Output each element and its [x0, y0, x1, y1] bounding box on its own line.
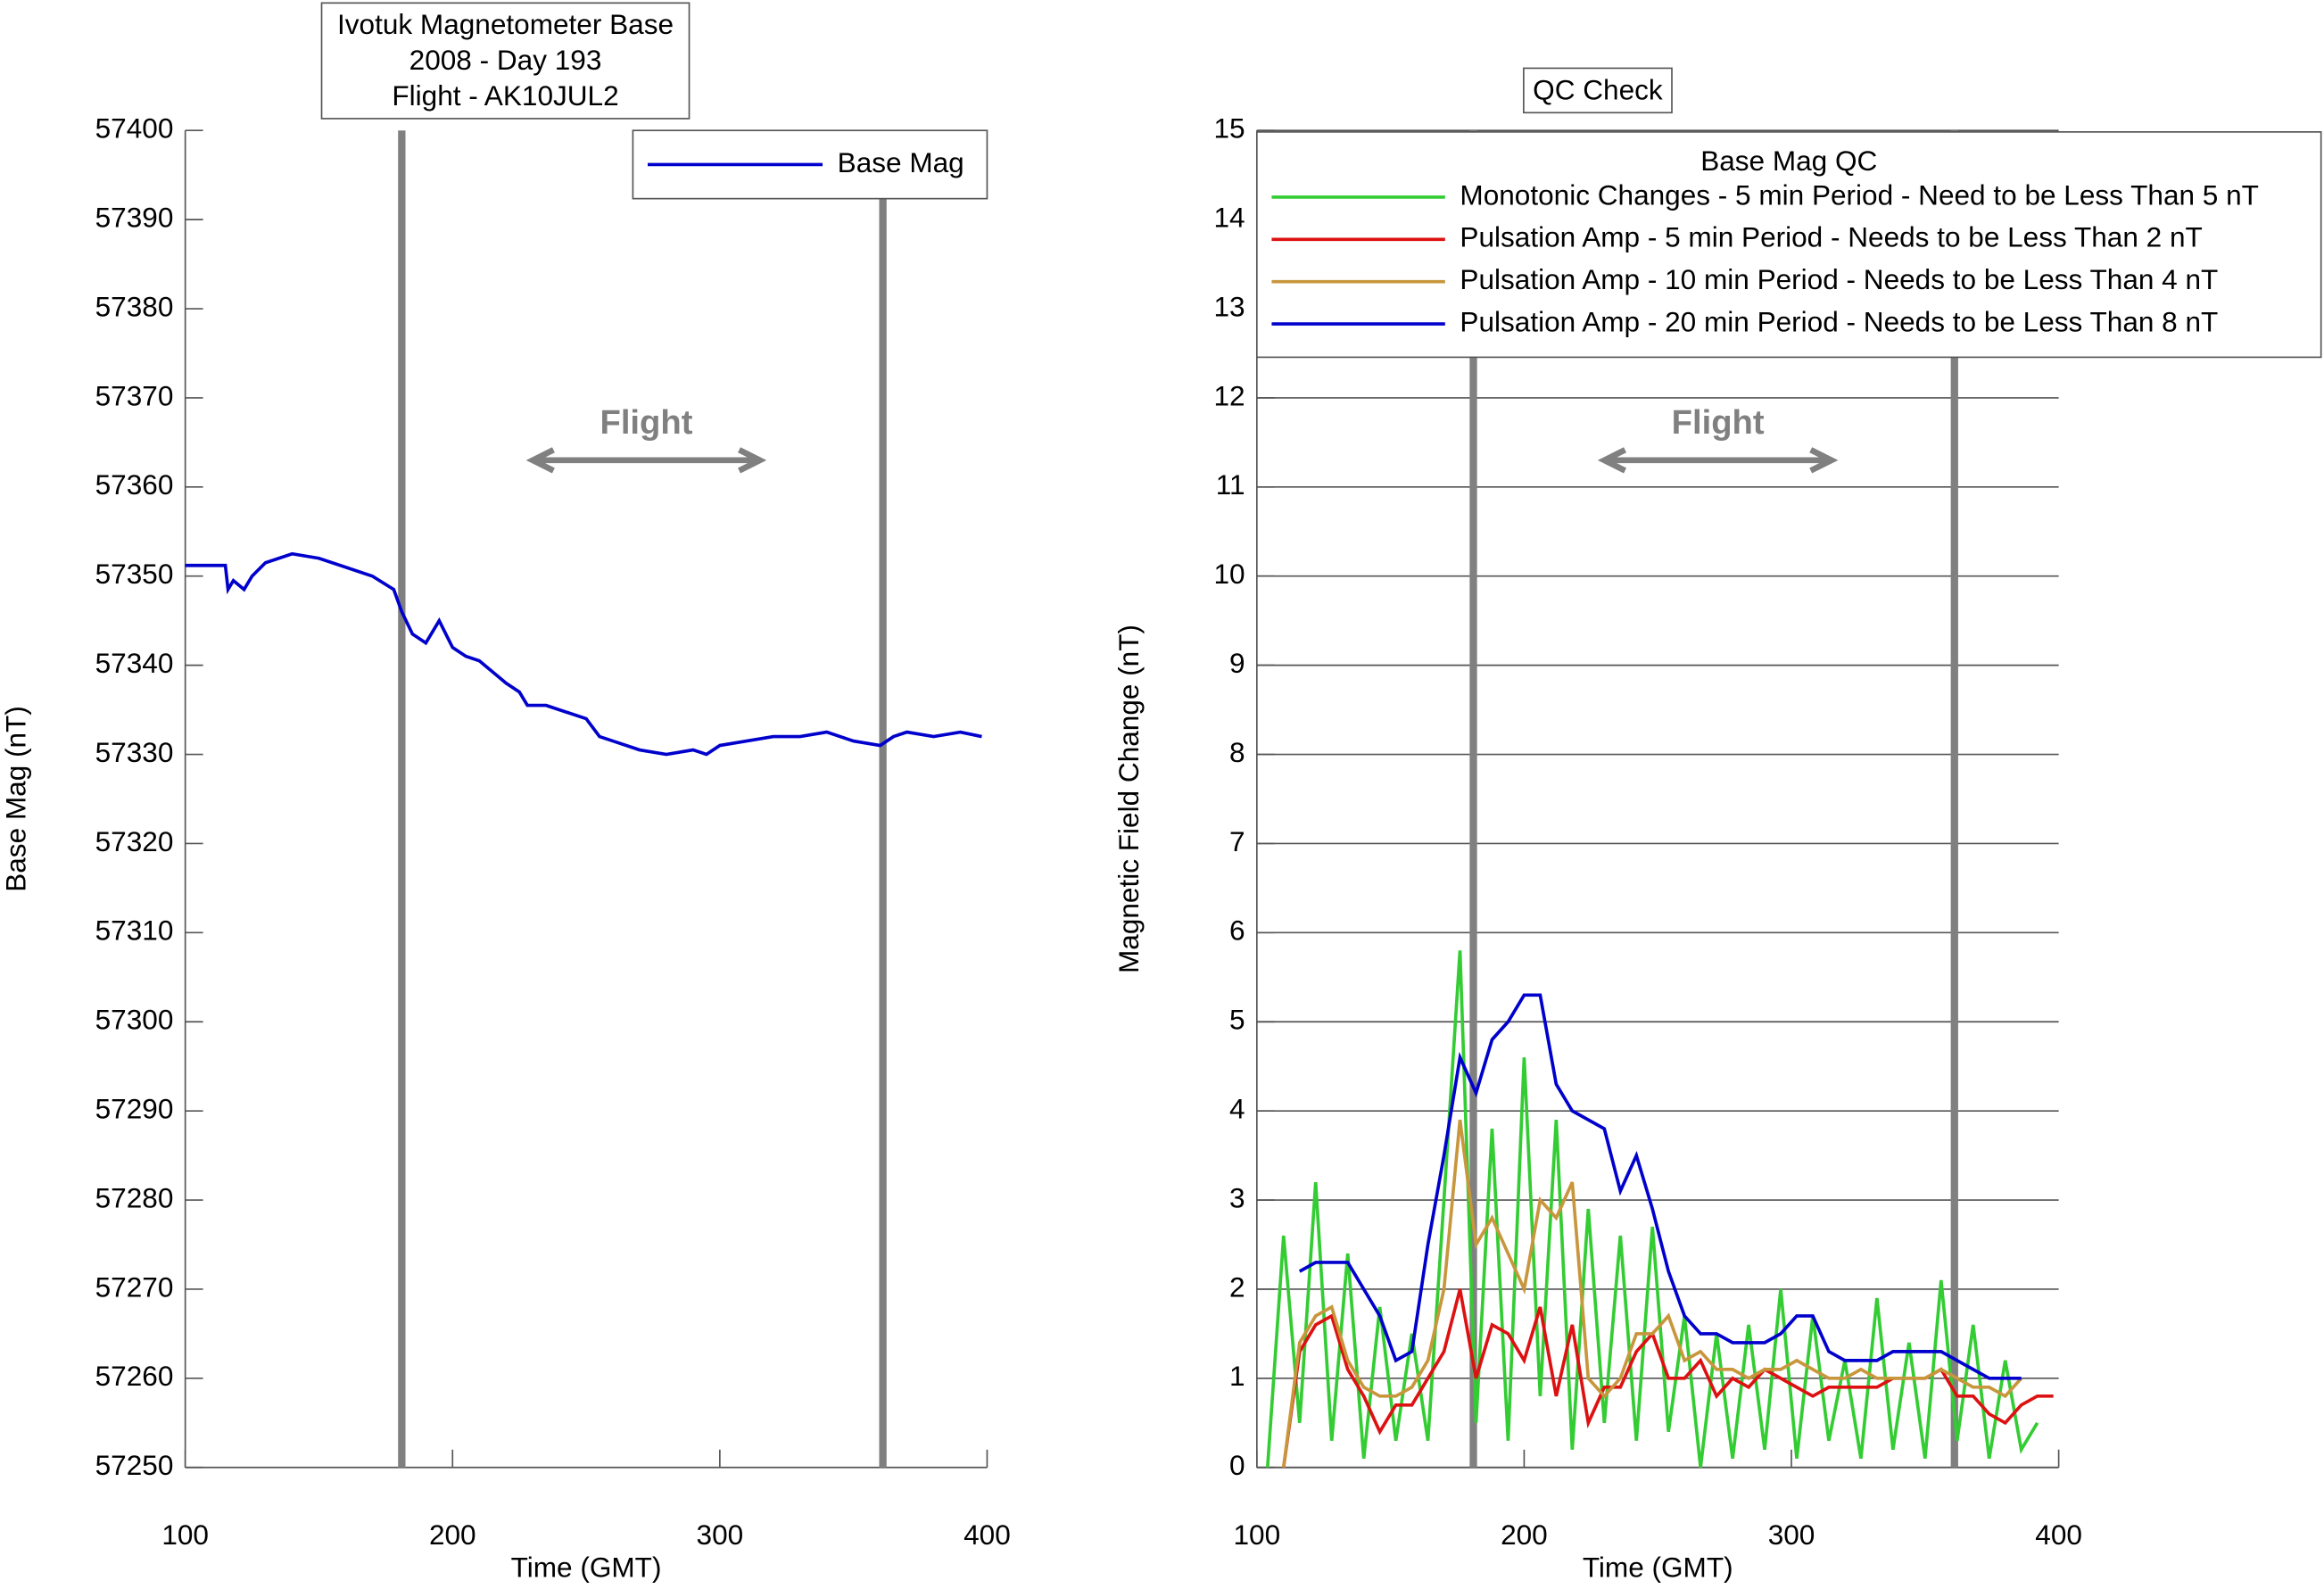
- y-tick-label: 57320: [95, 825, 174, 857]
- y-tick-label: 4: [1229, 1092, 1245, 1124]
- series-line: [185, 551, 982, 757]
- y-tick-label: 13: [1213, 290, 1245, 322]
- x-tick-label: 100: [1234, 1519, 1281, 1551]
- y-tick-label: 57290: [95, 1092, 174, 1124]
- chart-title: 2008 - Day 193: [409, 44, 602, 76]
- y-tick-label: 6: [1229, 915, 1245, 947]
- legend-label: Pulsation Amp - 5 min Period - Needs to …: [1460, 221, 2202, 253]
- y-tick-label: 7: [1229, 825, 1245, 857]
- y-tick-label: 57400: [95, 112, 174, 145]
- series-line: [1281, 1119, 2023, 1468]
- y-tick-label: 57340: [95, 647, 174, 679]
- title-box: [1523, 67, 1673, 114]
- y-tick-label: 57360: [95, 468, 174, 501]
- y-tick-label: 57280: [95, 1181, 174, 1213]
- chart-title: Ivotuk Magnetometer Base: [337, 8, 674, 40]
- legend-label: Pulsation Amp - 20 min Period - Needs to…: [1460, 305, 2218, 337]
- legend-label: Base Mag: [838, 146, 964, 178]
- y-tick-label: 3: [1229, 1181, 1245, 1213]
- x-tick-label: 100: [161, 1519, 209, 1551]
- legend-box: [1255, 131, 2322, 359]
- y-tick-label: 2: [1229, 1270, 1245, 1303]
- x-tick-label: 400: [2035, 1519, 2082, 1551]
- x-tick-label: 200: [1501, 1519, 1548, 1551]
- x-tick-label: 200: [429, 1519, 476, 1551]
- y-tick-label: 57310: [95, 915, 174, 947]
- y-tick-label: 57370: [95, 379, 174, 411]
- y-tick-label: 57270: [95, 1270, 174, 1303]
- y-tick-label: 15: [1213, 112, 1245, 145]
- flight-label: Flight: [1672, 403, 1765, 442]
- chart-title: Flight - AK10JUL2: [392, 79, 618, 112]
- y-tick-label: 5: [1229, 1004, 1245, 1036]
- y-tick-label: 9: [1229, 647, 1245, 679]
- x-tick-label: 300: [1768, 1519, 1815, 1551]
- series-line: [1265, 950, 2039, 1468]
- flight-arrow: [1597, 447, 1839, 474]
- y-tick-label: 11: [1216, 468, 1245, 501]
- flight-label: Flight: [600, 403, 692, 442]
- y-tick-label: 14: [1213, 201, 1245, 233]
- x-tick-label: 300: [697, 1519, 744, 1551]
- x-axis-label: Time (GMT): [511, 1552, 662, 1584]
- legend-title: Base Mag QC: [1700, 145, 1877, 177]
- x-axis-label: Time (GMT): [1583, 1552, 1733, 1584]
- y-tick-label: 0: [1229, 1449, 1245, 1481]
- y-tick-label: 57330: [95, 736, 174, 768]
- y-tick-label: 57380: [95, 290, 174, 322]
- flight-arrow: [525, 447, 767, 474]
- y-tick-label: 57390: [95, 201, 174, 233]
- x-tick-label: 400: [964, 1519, 1011, 1551]
- y-tick-label: 8: [1229, 736, 1245, 768]
- y-tick-label: 57350: [95, 558, 174, 590]
- y-axis-label: Magnetic Field Change (nT): [1112, 625, 1145, 973]
- y-tick-label: 1: [1229, 1360, 1245, 1392]
- y-tick-label: 57250: [95, 1449, 174, 1481]
- series-line: [1298, 993, 2022, 1380]
- legend-label: Monotonic Changes - 5 min Period - Need …: [1460, 178, 2258, 211]
- y-tick-label: 10: [1213, 558, 1245, 590]
- title-box: [320, 2, 691, 120]
- legend-label: Pulsation Amp - 10 min Period - Needs to…: [1460, 263, 2218, 295]
- y-tick-label: 57300: [95, 1004, 174, 1036]
- y-tick-label: 57260: [95, 1360, 174, 1392]
- y-tick-label: 12: [1213, 379, 1245, 411]
- y-axis-label: Base Mag (nT): [0, 706, 31, 892]
- chart-title: QC Check: [1533, 73, 1663, 105]
